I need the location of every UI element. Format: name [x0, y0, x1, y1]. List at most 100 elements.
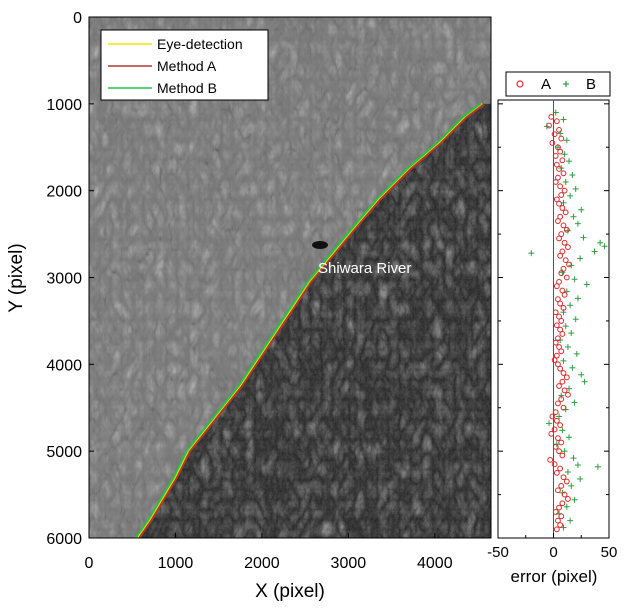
point-b	[564, 469, 571, 476]
point-a	[555, 218, 561, 224]
point-a	[557, 365, 564, 372]
legend-label-method-a: Method A	[157, 58, 217, 74]
point-b	[574, 220, 581, 227]
point-b	[568, 482, 575, 489]
point-b	[566, 385, 573, 392]
point-a	[561, 387, 568, 394]
coastline-eye-detection	[136, 103, 484, 538]
point-a	[556, 504, 562, 511]
point-a	[551, 131, 558, 138]
point-a	[559, 205, 566, 211]
legend-label-b: B	[586, 76, 596, 93]
point-a	[555, 400, 561, 407]
point-b	[573, 350, 580, 357]
y-tick-label: 2000	[46, 184, 82, 201]
point-a	[560, 404, 567, 411]
point-a	[546, 122, 552, 129]
point-a	[559, 331, 566, 337]
point-a	[562, 257, 569, 264]
point-a	[557, 300, 564, 307]
point-a	[552, 179, 559, 185]
legend-label-eye-detection: Eye-detection	[157, 36, 243, 52]
point-a	[552, 443, 559, 450]
y-tick-label: 4000	[46, 357, 82, 374]
point-a	[557, 522, 564, 528]
point-a	[558, 231, 565, 237]
point-a	[558, 318, 565, 324]
point-a	[553, 526, 560, 533]
point-a	[552, 409, 559, 415]
point-a	[565, 391, 571, 398]
point-b	[557, 130, 564, 137]
point-b	[571, 276, 578, 283]
point-a	[555, 487, 561, 494]
point-a	[558, 348, 565, 355]
point-b	[560, 357, 567, 364]
point-a	[563, 478, 570, 485]
point-a	[561, 239, 568, 246]
point-a	[553, 283, 560, 290]
point-b	[546, 420, 553, 427]
point-b	[556, 413, 563, 420]
point-a	[552, 509, 559, 515]
coastline-series	[135, 102, 485, 538]
point-a	[553, 118, 560, 125]
point-b	[567, 517, 574, 524]
point-a	[560, 170, 567, 177]
point-a	[557, 148, 564, 155]
point-b	[561, 448, 568, 455]
x-tick-label: 4000	[417, 555, 453, 572]
point-a	[551, 426, 558, 433]
point-a	[556, 235, 562, 242]
point-a	[556, 126, 562, 133]
y-tick-label: 1000	[46, 97, 82, 114]
error-panel: -50 0 50 error (pixel) A B	[487, 71, 617, 586]
point-b	[569, 172, 576, 179]
point-b	[583, 281, 590, 288]
y-tick-label: 3000	[46, 271, 82, 288]
point-b	[567, 192, 574, 199]
point-b	[580, 234, 587, 241]
point-a	[552, 309, 559, 316]
point-a	[556, 278, 562, 285]
point-a	[553, 322, 560, 329]
point-b	[571, 496, 578, 503]
point-a	[556, 166, 562, 172]
point-b	[559, 269, 566, 276]
point-a	[555, 296, 561, 303]
map-panel: 0 1000 2000 3000 4000 0 1000 2000 3000 4000 5000 6…	[6, 10, 492, 602]
point-b	[560, 116, 567, 123]
point-a	[558, 483, 565, 489]
error-x-tick-label: 0	[549, 544, 557, 561]
point-a	[556, 383, 562, 389]
legend-marker-a	[516, 80, 524, 88]
point-a	[558, 270, 565, 277]
point-a	[552, 153, 559, 159]
point-a	[553, 352, 560, 359]
point-b	[564, 227, 571, 234]
land-texture	[89, 17, 491, 538]
point-a	[552, 339, 559, 346]
y-tick-label: 0	[73, 10, 82, 27]
point-a	[559, 378, 566, 385]
point-a	[563, 374, 570, 381]
map-x-ticks: 0 1000 2000 3000 4000	[85, 533, 453, 572]
point-a	[555, 517, 561, 524]
point-b	[564, 343, 571, 350]
x-tick-label: 0	[85, 555, 94, 572]
point-a	[547, 456, 554, 463]
point-a	[557, 422, 564, 429]
map-legend: Eye-detection Method A Method B	[100, 29, 269, 101]
point-a	[559, 452, 566, 459]
point-b	[558, 392, 565, 399]
error-points	[528, 109, 608, 533]
error-x-tick-label: -50	[487, 544, 509, 561]
point-b	[567, 302, 574, 309]
point-a	[557, 326, 564, 333]
point-a	[555, 361, 561, 368]
point-a	[562, 209, 569, 216]
point-a	[558, 513, 565, 520]
point-a	[556, 344, 562, 350]
point-a	[553, 196, 560, 203]
